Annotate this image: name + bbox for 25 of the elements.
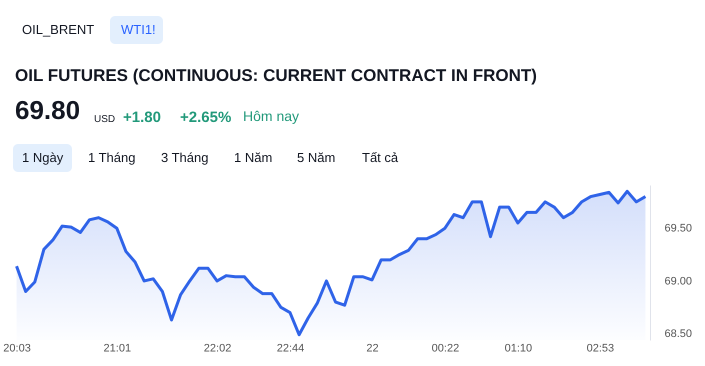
text: WTI1! [121,22,156,37]
chart-title: OIL FUTURES (CONTINUOUS: CURRENT CONTRACT IN FRONT) [15,66,537,85]
x-tick-label: 20:03 [3,342,31,354]
text: 1 Ngày [22,150,64,165]
text: USD [94,114,116,125]
text: +2.65% [180,109,232,126]
x-tick-label: 01:10 [504,342,532,354]
x-tick-label: 00:22 [432,342,460,354]
text: 3 Tháng [161,150,208,165]
text: 1 Tháng [88,150,136,165]
text: 1 Năm [234,150,272,165]
text: OIL_BRENT [22,22,94,37]
text: Hôm nay [243,108,300,124]
text: +1.80 [123,109,161,126]
text: 5 Năm [297,150,336,165]
text: Tất cả [362,150,399,165]
x-tick-label: 22 [366,342,379,354]
y-tick-label: 69.50 [664,222,692,235]
x-tick-label: 02:53 [586,342,614,354]
y-tick-label: 69.00 [664,275,692,288]
x-tick-label: 21:01 [104,342,132,354]
text: 69.80 [15,95,80,125]
x-tick-label: 22:02 [204,342,232,354]
y-tick-label: 68.50 [664,328,692,340]
x-tick-label: 22:44 [276,342,304,354]
